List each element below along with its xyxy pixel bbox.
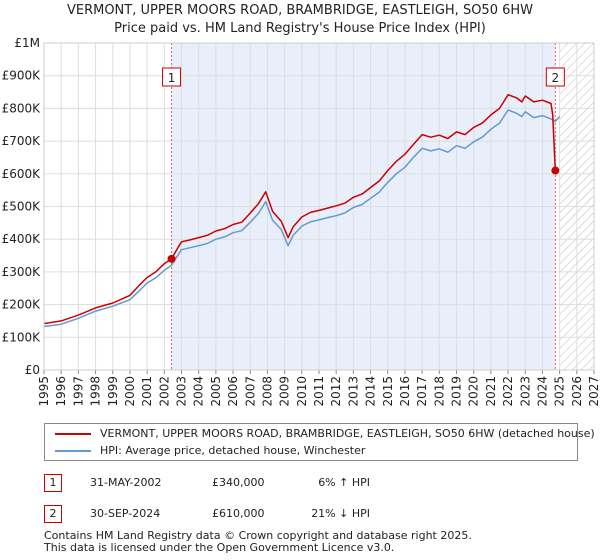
plot-border (43, 42, 595, 371)
x-tick-label: 2004 (192, 376, 206, 407)
footer-licence: This data is licensed under the Open Gov… (44, 541, 395, 554)
hpi-line-swatch (55, 450, 91, 452)
x-tick-label: 2009 (278, 376, 292, 407)
chart-title: VERMONT, UPPER MOORS ROAD, BRAMBRIDGE, E… (0, 2, 600, 38)
x-tick-label: 2024 (535, 376, 549, 407)
transaction-price: £340,000 (212, 476, 265, 489)
chart-title-line-1: VERMONT, UPPER MOORS ROAD, BRAMBRIDGE, E… (66, 3, 534, 18)
property-line-swatch (55, 433, 91, 435)
x-tick-label: 1996 (54, 376, 68, 407)
y-tick-label: £0 (25, 363, 40, 377)
y-tick-label: £400K (2, 232, 42, 246)
transaction-badge: 2 (44, 505, 62, 523)
y-tick-label: £800K (2, 101, 42, 115)
transaction-point (551, 166, 560, 175)
x-tick-label: 2016 (398, 376, 412, 407)
transaction-marker-label: 1 (168, 71, 176, 85)
x-tick-label: 2022 (501, 376, 515, 407)
x-tick-label: 2027 (587, 376, 600, 407)
x-tick-label: 2006 (226, 376, 240, 407)
hpi-line (44, 109, 561, 328)
x-tick-label: 2015 (381, 376, 395, 407)
x-tick-label: 2001 (140, 376, 154, 407)
x-tick-label: 2003 (175, 376, 189, 407)
transaction-hpi-diff: 21% ↓ HPI (311, 507, 370, 520)
series-lines (44, 93, 561, 328)
transaction-badge: 1 (44, 474, 62, 492)
transaction-marker-box (162, 67, 182, 87)
y-tick-label: £500K (2, 200, 42, 214)
y-tick-label: £600K (2, 167, 42, 181)
footer: Contains HM Land Registry data © Crown c… (44, 530, 472, 554)
legend-item-hpi: HPI: Average price, detached house, Winc… (45, 442, 577, 460)
transaction-row: 1 31-MAY-2002 £340,000 6% ↑ HPI (0, 472, 600, 494)
x-tick-label: 1997 (71, 376, 85, 407)
y-tick-label: £900K (2, 69, 42, 83)
x-tick-label: 2014 (364, 376, 378, 407)
y-tick-label: £1M (14, 36, 40, 50)
legend-item-property: VERMONT, UPPER MOORS ROAD, BRAMBRIDGE, E… (45, 425, 595, 443)
x-tick-label: 2007 (243, 376, 257, 407)
transaction-hpi-diff: 6% ↑ HPI (318, 476, 370, 489)
x-tick-label: 2013 (346, 376, 360, 407)
transaction-date: 30-SEP-2024 (90, 507, 161, 520)
transaction-marker-label: 2 (552, 71, 560, 85)
x-tick-label: 2012 (329, 376, 343, 407)
x-tick-label: 2017 (415, 376, 429, 407)
y-tick-label: £200K (2, 298, 42, 312)
legend-label-property: VERMONT, UPPER MOORS ROAD, BRAMBRIDGE, E… (100, 427, 595, 440)
x-tick-label: 1999 (106, 376, 120, 407)
chart-title-line-2: Price paid vs. HM Land Registry's House … (114, 21, 486, 36)
transaction-row: 2 30-SEP-2024 £610,000 21% ↓ HPI (0, 503, 600, 525)
x-tick-label: 2023 (518, 376, 532, 407)
x-tick-label: 2025 (553, 376, 567, 407)
legend-label-hpi: HPI: Average price, detached house, Winc… (100, 444, 366, 457)
x-tick-label: 2020 (467, 376, 481, 407)
x-tick-label: 2005 (209, 376, 223, 407)
axis-labels: £0 £100K £200K £300K £400K £500K £600K £700K £80… (2, 36, 600, 407)
legend: VERMONT, UPPER MOORS ROAD, BRAMBRIDGE, E… (44, 423, 595, 461)
x-tick-label: 2026 (570, 376, 584, 407)
transaction-point (167, 254, 176, 263)
x-tick-label: 2010 (295, 376, 309, 407)
x-tick-label: 1995 (37, 376, 51, 407)
transaction-marker-box (545, 67, 565, 87)
y-tick-label: £100K (2, 330, 42, 344)
y-tick-label: £700K (2, 134, 42, 148)
x-tick-label: 2019 (450, 376, 464, 407)
x-tick-label: 1998 (89, 376, 103, 407)
transaction-date: 31-MAY-2002 (90, 476, 162, 489)
x-tick-label: 2011 (312, 376, 326, 407)
x-tick-label: 2018 (432, 376, 446, 407)
x-tick-label: 2008 (260, 376, 274, 407)
x-tick-label: 2021 (484, 376, 498, 407)
x-tick-label: 2000 (123, 376, 137, 407)
transaction-price: £610,000 (212, 507, 265, 520)
x-tick-label: 2002 (157, 376, 171, 407)
y-tick-label: £300K (2, 265, 42, 279)
footer-copyright: Contains HM Land Registry data © Crown c… (44, 529, 472, 542)
